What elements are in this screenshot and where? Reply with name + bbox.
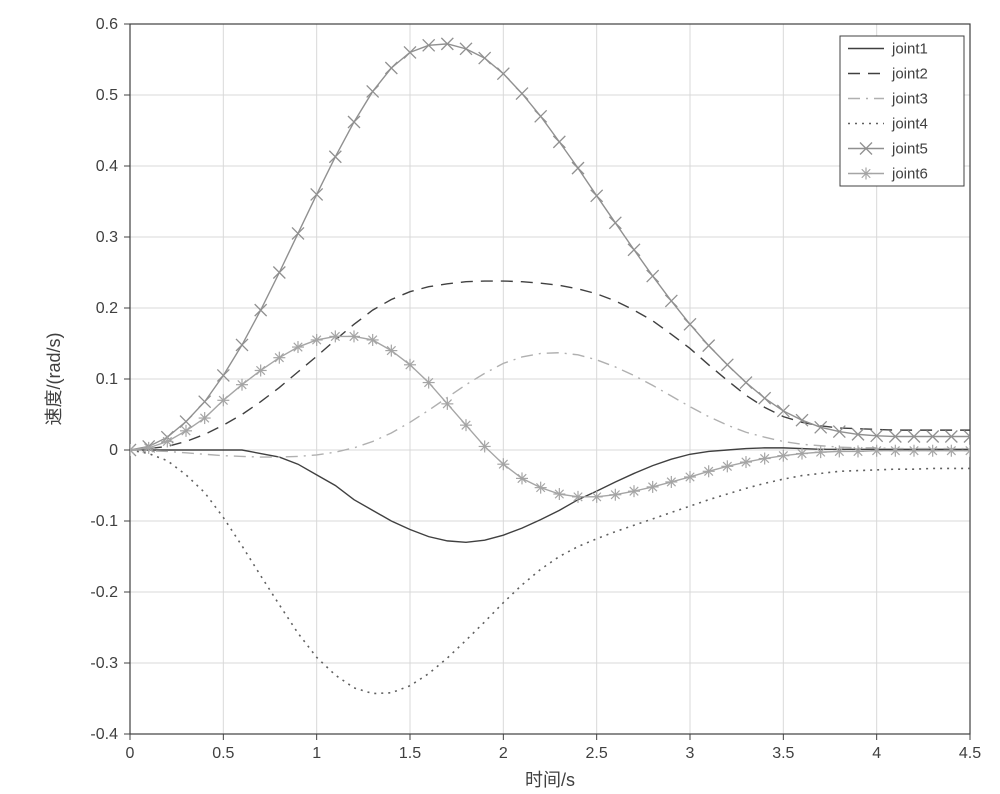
- x-tick-label: 4: [872, 745, 881, 762]
- x-axis-label: 时间/s: [525, 770, 575, 790]
- y-tick-label: 0.1: [96, 371, 118, 388]
- y-tick-label: 0.2: [96, 300, 118, 317]
- y-tick-label: 0.6: [96, 16, 118, 33]
- x-tick-label: 3: [686, 745, 695, 762]
- chart-container: 0 0.5 1 1.5 2 2.5 3 3.5 4 4.5 -0.4 -0.3 -0.2 -0.1 0 0.1…: [0, 0, 1000, 794]
- x-tick-label: 4.5: [959, 745, 981, 762]
- y-tick-label: 0.5: [96, 87, 118, 104]
- x-tick-label: 2: [499, 745, 508, 762]
- velocity-chart: 0 0.5 1 1.5 2 2.5 3 3.5 4 4.5 -0.4 -0.3 -0.2 -0.1 0 0.1…: [0, 0, 1000, 794]
- legend: joint1 joint2 joint3 joint4 joint5 joint6: [840, 36, 964, 186]
- y-axis-label: 速度/(rad/s): [44, 332, 64, 425]
- legend-label: joint1: [891, 41, 928, 58]
- y-tick-label: -0.2: [90, 584, 118, 601]
- y-tick-label: -0.1: [90, 513, 118, 530]
- x-tick-label: 2.5: [586, 745, 608, 762]
- x-tick-label: 1: [312, 745, 321, 762]
- y-tick-label: 0: [109, 442, 118, 459]
- y-tick-label: -0.3: [90, 655, 118, 672]
- x-tick-label: 0: [126, 745, 135, 762]
- legend-label: joint2: [891, 66, 928, 83]
- legend-label: joint6: [891, 166, 928, 183]
- legend-label: joint4: [891, 116, 928, 133]
- x-tick-label: 1.5: [399, 745, 421, 762]
- y-tick-label: 0.4: [96, 158, 118, 175]
- legend-label: joint5: [891, 141, 928, 158]
- x-tick-label: 3.5: [772, 745, 794, 762]
- legend-label: joint3: [891, 91, 928, 108]
- y-tick-label: 0.3: [96, 229, 118, 246]
- y-tick-label: -0.4: [90, 726, 118, 743]
- x-tick-label: 0.5: [212, 745, 234, 762]
